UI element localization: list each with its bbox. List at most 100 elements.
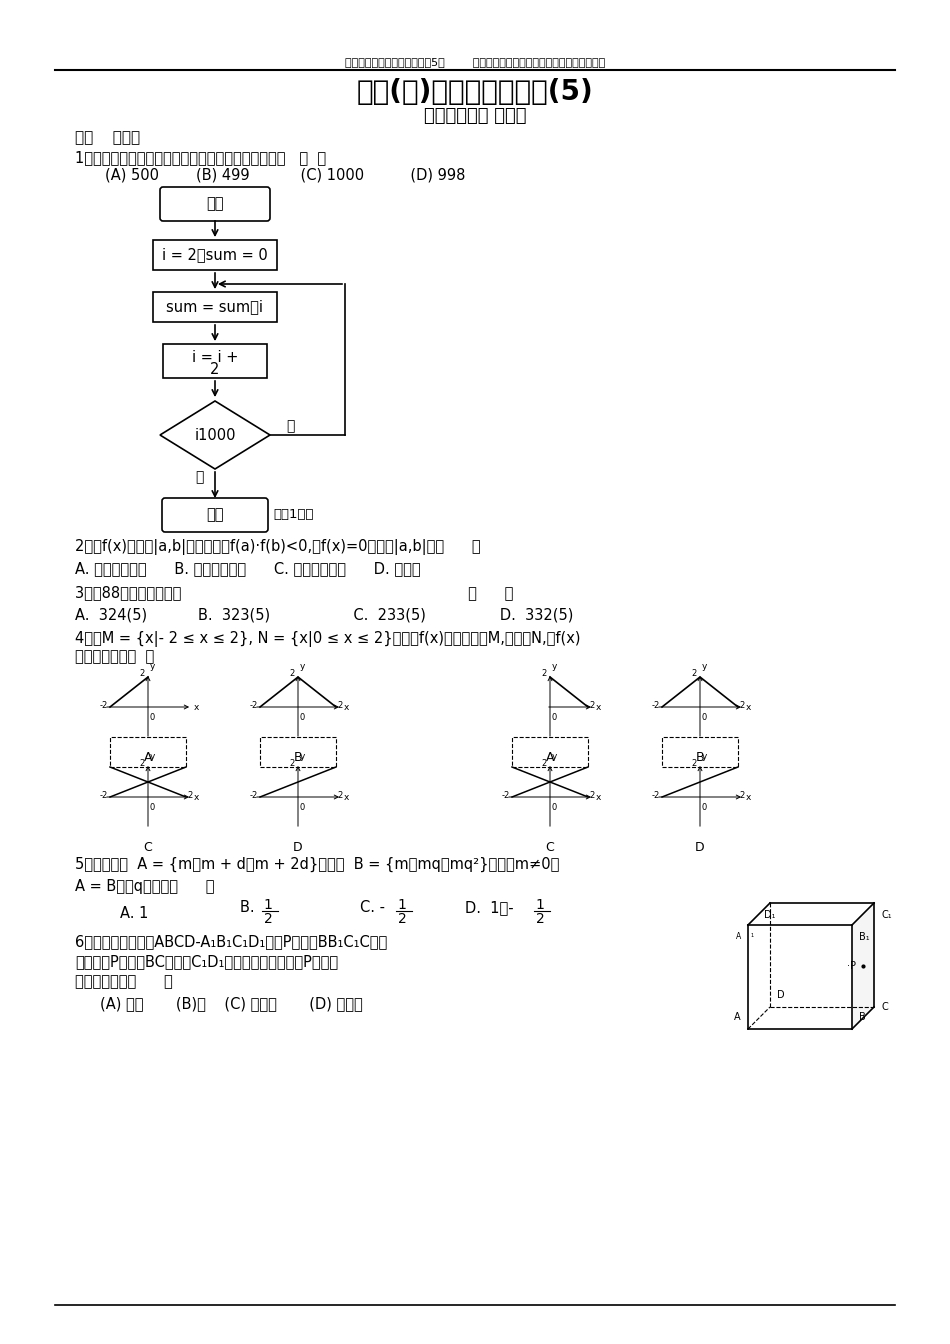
Text: 1、给出下面的程序框图，那么其循环体执行的次数是   （  ）: 1、给出下面的程序框图，那么其循环体执行的次数是 （ ）	[75, 151, 326, 165]
FancyBboxPatch shape	[163, 344, 267, 378]
Text: 2: 2	[140, 759, 145, 767]
Text: B: B	[294, 751, 302, 763]
Text: -2: -2	[502, 792, 510, 801]
Text: 1: 1	[263, 898, 273, 913]
FancyBboxPatch shape	[160, 187, 270, 220]
Text: 2: 2	[290, 759, 295, 767]
Text: 1: 1	[536, 898, 544, 913]
Text: B: B	[859, 1012, 865, 1021]
Text: 的图象可以是（  ）: 的图象可以是（ ）	[75, 649, 154, 664]
Bar	[110, 737, 186, 767]
Text: 2: 2	[140, 669, 145, 677]
Text: 0: 0	[300, 714, 305, 722]
Text: 高二（上）数学周周练系列（5）        快乐学习数学，数学快乐学习，学习数学快乐: 高二（上）数学周周练系列（5） 快乐学习数学，数学快乐学习，学习数学快乐	[345, 56, 605, 67]
Text: y: y	[702, 753, 708, 761]
Text: x: x	[194, 703, 200, 711]
Text: D: D	[777, 991, 785, 1000]
Text: 开始: 开始	[206, 196, 224, 211]
Text: 高二(上)数学周周练系列(5): 高二(上)数学周周练系列(5)	[356, 78, 594, 106]
Text: A: A	[143, 751, 152, 763]
Text: ₁: ₁	[750, 930, 753, 939]
Text: 广东广雅中学 杨志明: 广东广雅中学 杨志明	[424, 108, 526, 125]
Text: 2: 2	[263, 913, 273, 926]
Text: x: x	[596, 793, 601, 801]
Text: A: A	[735, 931, 741, 941]
Text: 是: 是	[195, 470, 203, 484]
Text: sum = sum＋i: sum = sum＋i	[166, 300, 263, 314]
Text: C. -: C. -	[360, 900, 385, 915]
Text: i1000: i1000	[194, 427, 236, 442]
Text: x: x	[596, 703, 601, 711]
Text: 2: 2	[692, 669, 697, 677]
Text: y: y	[552, 753, 558, 761]
Text: 2: 2	[290, 669, 295, 677]
Text: 2、若f(x)在区间|a,b|内单调，且f(a)·f(b)<0,则f(x)=0在区间|a,b|内（      ）: 2、若f(x)在区间|a,b|内单调，且f(a)·f(b)<0,则f(x)=0在…	[75, 539, 481, 555]
Text: x: x	[746, 793, 751, 801]
Text: 6、如图，在正方体ABCD-A₁B₁C₁D₁中，P是侧面BB₁C₁C内一: 6、如图，在正方体ABCD-A₁B₁C₁D₁中，P是侧面BB₁C₁C内一	[75, 934, 388, 949]
Text: 2: 2	[692, 759, 697, 767]
Text: D: D	[695, 841, 705, 853]
Text: y: y	[300, 663, 305, 671]
Text: C: C	[545, 841, 555, 853]
Text: x: x	[344, 793, 350, 801]
Text: A: A	[734, 1012, 741, 1021]
Text: 5、已知集合  A = {m，m + d，m + 2d}，集合  B = {m，mq，mq²}，其中m≠0且: 5、已知集合 A = {m，m + d，m + 2d}，集合 B = {m，mq…	[75, 856, 560, 872]
Text: 所在的曲线是（      ）: 所在的曲线是（ ）	[75, 974, 173, 989]
Text: y: y	[150, 753, 156, 761]
Text: A = B，则q的值是（      ）: A = B，则q的值是（ ）	[75, 879, 215, 894]
Text: （第1题）: （第1题）	[273, 508, 314, 521]
FancyBboxPatch shape	[153, 241, 277, 270]
Text: C₁: C₁	[881, 910, 892, 921]
Text: B₁: B₁	[859, 931, 869, 942]
Text: A.  324(5)           B.  323(5)                  C.  233(5)                D.  3: A. 324(5) B. 323(5) C. 233(5) D. 3	[75, 607, 574, 622]
Polygon shape	[852, 903, 874, 1030]
FancyBboxPatch shape	[153, 292, 277, 323]
Text: 结束: 结束	[206, 508, 224, 523]
Text: i = i +: i = i +	[192, 349, 238, 364]
Text: 0: 0	[552, 714, 558, 722]
Text: 0: 0	[702, 714, 707, 722]
Text: -2: -2	[652, 792, 660, 801]
Text: -2: -2	[250, 792, 258, 801]
Text: C: C	[143, 841, 152, 853]
Text: 0: 0	[150, 802, 155, 812]
Text: 2: 2	[739, 792, 744, 801]
Text: 2: 2	[589, 702, 595, 711]
Text: D.  1或-: D. 1或-	[465, 900, 514, 915]
Text: x: x	[344, 703, 350, 711]
Bar	[260, 737, 336, 767]
Text: 2: 2	[398, 913, 407, 926]
Text: 2: 2	[739, 702, 744, 711]
Text: 否: 否	[286, 419, 294, 433]
Bar	[662, 737, 738, 767]
Text: D₁: D₁	[764, 910, 776, 921]
Text: 0: 0	[552, 802, 558, 812]
Text: -2: -2	[100, 702, 108, 711]
Text: 4、设M = {x|- 2 ≤ x ≤ 2}, N = {x|0 ≤ x ≤ 2}，函数f(x)的定义域为M,值域为N,则f(x): 4、设M = {x|- 2 ≤ x ≤ 2}, N = {x|0 ≤ x ≤ 2…	[75, 630, 580, 646]
Text: 2: 2	[542, 669, 547, 677]
Text: y: y	[552, 663, 558, 671]
Text: y: y	[300, 753, 305, 761]
Text: B.: B.	[240, 900, 264, 915]
Text: A. 至多有一个根      B. 至少有一个根      C. 恰好有一个根      D. 不确定: A. 至多有一个根 B. 至少有一个根 C. 恰好有一个根 D. 不确定	[75, 562, 421, 577]
Text: 2: 2	[210, 362, 219, 376]
Text: 2: 2	[589, 792, 595, 801]
Text: 一、    选择题: 一、 选择题	[75, 130, 141, 145]
Text: C: C	[881, 1003, 887, 1012]
Bar	[512, 737, 588, 767]
Text: 2: 2	[187, 792, 192, 801]
Text: 2: 2	[536, 913, 544, 926]
Text: y: y	[150, 663, 156, 671]
Text: 2: 2	[542, 759, 547, 767]
Text: 3、把88化为五进制数是                                                              （     : 3、把88化为五进制数是 （	[75, 586, 513, 601]
Text: D: D	[294, 841, 303, 853]
Text: 动点，若P到直线BC与直线C₁D₁的距离相等，则动点P的轨迹: 动点，若P到直线BC与直线C₁D₁的距离相等，则动点P的轨迹	[75, 954, 338, 969]
Text: -2: -2	[100, 792, 108, 801]
Text: B: B	[695, 751, 704, 763]
Text: x: x	[194, 793, 200, 801]
Text: 0: 0	[300, 802, 305, 812]
Text: x: x	[746, 703, 751, 711]
Text: ·P: ·P	[847, 961, 856, 970]
Text: 2: 2	[337, 792, 342, 801]
Text: -2: -2	[250, 702, 258, 711]
